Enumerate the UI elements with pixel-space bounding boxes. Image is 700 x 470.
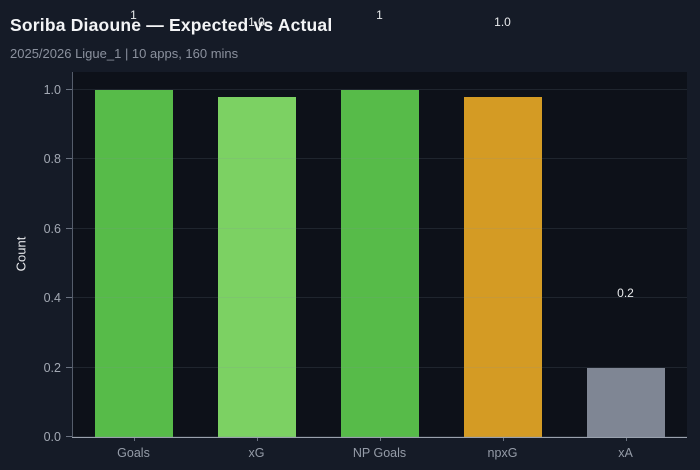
bar-value-label: 1 bbox=[130, 8, 137, 23]
bar-value-label: 1 bbox=[376, 8, 383, 23]
x-tick-label-npxg: npxG bbox=[487, 446, 518, 460]
bar-npxg bbox=[463, 96, 542, 437]
chart-title: Soriba Diaoune — Expected vs Actual bbox=[10, 15, 333, 35]
x-tick-label-xg: xG bbox=[248, 446, 265, 460]
gridline bbox=[72, 89, 687, 91]
plot-area: 0.0 0.2 0.4 0.6 0.8 1.0 1 Goals 1.0 xG 1 NP Goals 1.… bbox=[44, 8, 687, 460]
bar-xg bbox=[217, 96, 296, 437]
y-tick-label: 1.0 bbox=[43, 83, 61, 98]
bar-np-goals bbox=[340, 90, 419, 437]
x-tick-mark bbox=[625, 437, 627, 441]
y-tick-label: 0.0 bbox=[43, 430, 61, 444]
bar-value-label: 1.0 bbox=[494, 14, 511, 29]
chart-subtitle: 2025/2026 Ligue_1 | 10 apps, 160 mins bbox=[10, 46, 239, 61]
x-tick-mark bbox=[379, 437, 381, 441]
y-tick-label: 0.2 bbox=[43, 360, 61, 375]
gridline bbox=[72, 158, 687, 160]
bar-value-label: 1.0 bbox=[248, 14, 265, 29]
x-tick-mark bbox=[133, 437, 135, 441]
y-tick-mark bbox=[66, 227, 72, 229]
y-tick-mark bbox=[66, 436, 72, 437]
gridline bbox=[72, 366, 687, 368]
y-tick-label: 0.8 bbox=[43, 152, 61, 167]
y-tick-mark bbox=[66, 89, 72, 91]
x-tick-mark bbox=[502, 437, 504, 441]
y-tick-label: 0.6 bbox=[43, 221, 61, 236]
bar-value-label: 0.2 bbox=[617, 285, 634, 300]
x-tick-label-goals: Goals bbox=[117, 446, 150, 460]
x-tick-label-np-goals: NP Goals bbox=[352, 446, 407, 460]
gridline bbox=[72, 227, 687, 229]
y-tick-mark bbox=[66, 297, 72, 299]
bar-goals bbox=[94, 90, 173, 437]
x-tick-mark bbox=[256, 437, 258, 441]
gridline bbox=[72, 297, 687, 299]
bar-xa bbox=[586, 367, 665, 437]
y-tick-label: 0.4 bbox=[43, 291, 61, 306]
y-tick-mark bbox=[66, 158, 72, 160]
x-tick-label-xa: xA bbox=[618, 446, 633, 460]
y-axis-label: Count bbox=[13, 236, 29, 272]
y-tick-mark bbox=[66, 366, 72, 368]
x-axis-spine bbox=[72, 437, 687, 438]
y-axis-spine bbox=[72, 72, 73, 437]
gridline bbox=[72, 436, 687, 437]
